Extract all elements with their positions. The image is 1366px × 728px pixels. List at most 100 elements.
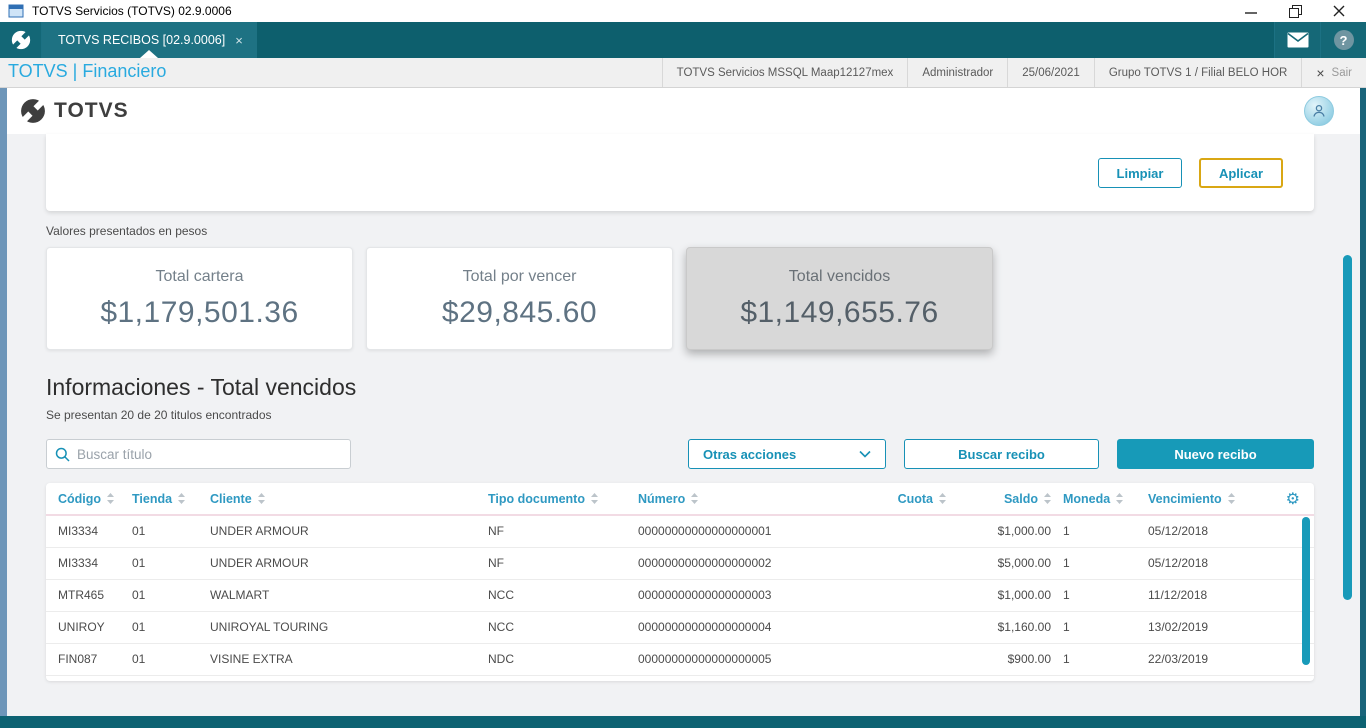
sort-icon — [1116, 493, 1124, 504]
col-cuota[interactable]: Cuota — [837, 483, 952, 516]
table-scrollbar[interactable] — [1302, 517, 1310, 665]
cell-cuota — [837, 675, 952, 681]
col-tipo-documento[interactable]: Tipo documento — [482, 483, 632, 516]
table-row[interactable]: MI3334 01 UNDER ARMOUR NF 00000000000000… — [46, 547, 1314, 580]
tabbar-spacer — [257, 22, 1274, 58]
cell-codigo: UNIROY — [46, 611, 126, 644]
cell-moneda: 1 — [1057, 579, 1142, 612]
card-label: Total por vencer — [462, 267, 577, 285]
help-button[interactable]: ? — [1320, 22, 1366, 58]
cell-cuota — [837, 515, 952, 548]
new-receipt-button[interactable]: Nuevo recibo — [1117, 439, 1314, 469]
cell-cliente: VISINE EXTRA — [204, 643, 482, 676]
date-label: 25/06/2021 — [1007, 58, 1094, 87]
column-settings-button[interactable]: ⚙ — [1267, 483, 1314, 516]
sort-icon — [1044, 493, 1051, 504]
card-label: Total vencidos — [788, 267, 891, 285]
cell-tienda: 01 — [126, 515, 204, 548]
table-row[interactable]: FIN086 01 CLIENTE TESTE FIN400 NF 000000… — [46, 675, 1314, 681]
active-tab-pointer — [140, 50, 159, 58]
branch-label: Grupo TOTVS 1 / Filial BELO HOR — [1093, 58, 1302, 87]
cell-vencimiento: 11/12/2018 — [1142, 579, 1267, 612]
cell-cuota — [837, 579, 952, 612]
col-tienda[interactable]: Tienda — [126, 483, 204, 516]
cell-cliente: UNDER ARMOUR — [204, 547, 482, 580]
cell-codigo: MI3334 — [46, 515, 126, 548]
close-button[interactable] — [1332, 4, 1346, 18]
card-value: $1,149,655.76 — [740, 295, 939, 329]
card-value: $1,179,501.36 — [100, 295, 299, 329]
table-row[interactable]: FIN087 01 VISINE EXTRA NDC 0000000000000… — [46, 643, 1314, 676]
cell-numero: 00000000000000000005 — [632, 643, 837, 676]
cell-numero: 00000000000000000006 — [632, 675, 837, 681]
card-total-por-vencer[interactable]: Total por vencer $29,845.60 — [366, 247, 673, 350]
help-icon: ? — [1333, 30, 1354, 50]
totvs-logo-icon — [9, 29, 32, 51]
footer-bar — [0, 716, 1366, 728]
table-body: MI3334 01 UNDER ARMOUR NF 00000000000000… — [46, 515, 1314, 681]
col-vencimiento[interactable]: Vencimiento — [1142, 483, 1267, 516]
currency-note: Valores presentados en pesos — [46, 224, 208, 238]
tab-totvs-recibos[interactable]: TOTVS RECIBOS [02.9.0006] × — [42, 22, 257, 58]
totvs-menu-button[interactable] — [0, 22, 42, 58]
section-title: Informaciones - Total vencidos — [46, 374, 357, 400]
tab-bar: TOTVS RECIBOS [02.9.0006] × ? — [0, 22, 1366, 58]
card-total-vencidos[interactable]: Total vencidos $1,149,655.76 — [686, 247, 993, 350]
cell-saldo: $900.00 — [952, 643, 1057, 676]
search-receipt-button[interactable]: Buscar recibo — [904, 439, 1099, 469]
sort-icon — [178, 493, 186, 504]
col-cliente[interactable]: Cliente — [204, 483, 482, 516]
search-input[interactable] — [77, 446, 342, 462]
table-row[interactable]: UNIROY 01 UNIROYAL TOURING NCC 000000000… — [46, 611, 1314, 644]
sort-icon — [939, 493, 946, 504]
table-row[interactable]: MTR465 01 WALMART NCC 000000000000000000… — [46, 579, 1314, 612]
search-box[interactable] — [46, 439, 351, 469]
branding-row: TOTVS — [0, 88, 1366, 134]
cell-vencimiento: 01/07/2019 — [1142, 675, 1267, 681]
cell-cuota — [837, 611, 952, 644]
other-actions-dropdown[interactable]: Otras acciones — [688, 439, 886, 469]
cell-tienda: 01 — [126, 675, 204, 681]
sort-icon — [591, 493, 598, 504]
logout-label: Sair — [1331, 66, 1352, 79]
col-numero[interactable]: Número — [632, 483, 837, 516]
col-moneda[interactable]: Moneda — [1057, 483, 1142, 516]
cell-tienda: 01 — [126, 579, 204, 612]
card-total-cartera[interactable]: Total cartera $1,179,501.36 — [46, 247, 353, 350]
sort-icon — [1227, 493, 1235, 504]
table-header-row: Código Tienda Cliente Tipo documento Núm… — [46, 483, 1314, 516]
table-controls: Otras acciones Buscar recibo Nuevo recib… — [46, 439, 1314, 469]
app-header: TOTVS | Financiero TOTVS Servicios MSSQL… — [0, 58, 1366, 88]
tab-close-icon[interactable]: × — [235, 32, 243, 48]
cell-cuota — [837, 547, 952, 580]
cell-cliente: UNIROYAL TOURING — [204, 611, 482, 644]
person-icon — [1313, 104, 1325, 117]
col-codigo[interactable]: Código — [46, 483, 126, 516]
clear-button[interactable]: Limpiar — [1098, 158, 1182, 188]
cell-codigo: FIN086 — [46, 675, 126, 681]
cell-tienda: 01 — [126, 643, 204, 676]
right-edge-strip — [1360, 88, 1366, 716]
other-actions-label: Otras acciones — [703, 446, 797, 462]
restore-button[interactable] — [1288, 4, 1302, 18]
cell-saldo: $1,160.00 — [952, 611, 1057, 644]
cell-tienda: 01 — [126, 547, 204, 580]
cell-tipo-documento: NF — [482, 675, 632, 681]
cell-cliente: WALMART — [204, 579, 482, 612]
cell-tipo-documento: NCC — [482, 611, 632, 644]
apply-button[interactable]: Aplicar — [1199, 158, 1283, 188]
mail-button[interactable] — [1274, 22, 1320, 58]
sort-icon — [107, 493, 115, 504]
cell-moneda: 1 — [1057, 547, 1142, 580]
content-area: TOTVS Limpiar Aplicar Valores presentado… — [0, 88, 1366, 716]
page-scrollbar[interactable] — [1343, 255, 1352, 600]
col-saldo[interactable]: Saldo — [952, 483, 1057, 516]
result-count: Se presentan 20 de 20 titulos encontrado… — [46, 408, 272, 422]
cell-vencimiento: 13/02/2019 — [1142, 611, 1267, 644]
cell-vencimiento: 22/03/2019 — [1142, 643, 1267, 676]
user-avatar[interactable] — [1304, 96, 1334, 126]
logout-button[interactable]: × Sair — [1301, 58, 1366, 87]
cell-tipo-documento: NF — [482, 547, 632, 580]
minimize-button[interactable] — [1244, 4, 1258, 18]
table-row[interactable]: MI3334 01 UNDER ARMOUR NF 00000000000000… — [46, 515, 1314, 548]
